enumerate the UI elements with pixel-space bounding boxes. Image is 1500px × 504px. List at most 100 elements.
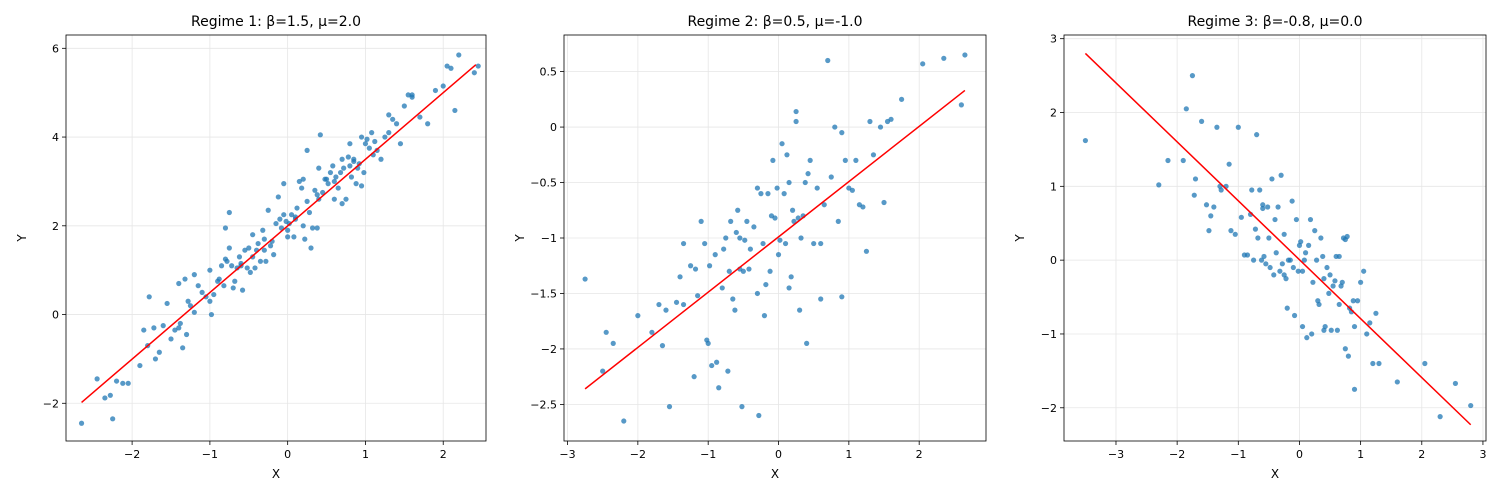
data-point [1328,327,1334,333]
data-point [218,263,225,269]
y-tick-label: 3 [1050,33,1057,46]
data-point [1156,182,1162,188]
data-point [725,368,731,374]
x-tick-label: −1 [202,448,218,461]
data-point [1326,290,1332,296]
data-point [314,225,320,231]
scatter-points [582,52,968,424]
data-point [663,307,669,313]
data-point [1327,272,1333,278]
data-point [316,165,322,171]
data-point [146,294,152,300]
data-point [695,293,701,299]
data-point [1192,176,1199,182]
y-tick-label: −1.5 [530,287,557,300]
data-point [702,240,708,247]
data-point [756,412,762,419]
data-point [452,107,458,114]
axes-frame [65,34,487,442]
data-point [325,181,331,187]
chart-title: Regime 2: β=0.5, μ=-1.0 [687,14,862,30]
data-point [888,116,894,122]
y-tick-label: 1 [1050,180,1057,193]
data-point [230,285,236,291]
data-point [1275,204,1281,210]
x-tick-label: 1 [1357,448,1364,461]
data-point [337,169,344,176]
data-point [737,235,743,241]
chart-panel-2: −3 −2 −1 0 1 2 −2.5 −2 −1.5 −1 −0.5 0 0.5 Regime 2: β… [513,14,987,481]
data-point [744,218,750,224]
data-point [285,234,291,240]
data-point [229,263,235,269]
data-point [899,96,905,102]
data-point [666,404,673,410]
data-point [1302,250,1309,256]
data-point [698,218,704,224]
data-point [742,237,748,243]
data-point [849,187,855,193]
axes-frame [1063,34,1487,442]
data-point [775,252,782,258]
data-point [221,283,227,289]
grid [66,35,486,441]
data-point [327,169,334,176]
data-point [962,52,968,58]
data-point [1336,253,1342,260]
data-point [1287,257,1293,263]
data-point [860,204,866,210]
data-point [1180,157,1186,164]
data-point [107,392,113,398]
data-point [582,276,588,282]
data-point [369,130,375,136]
y-tick-label: −2 [1041,402,1057,415]
data-point [739,404,745,410]
data-point [160,323,166,329]
data-point [94,376,100,382]
data-point [151,325,157,331]
data-point [1339,279,1345,285]
data-point [1257,187,1263,193]
data-point [1266,235,1272,241]
data-point [267,243,274,249]
data-point [393,121,400,127]
data-point [1299,323,1306,330]
x-tick-label: 2 [916,448,923,461]
data-point [226,245,232,251]
data-point [471,70,477,76]
data-point [281,181,287,187]
data-point [804,340,810,346]
data-point [1267,264,1273,271]
data-point [1367,320,1373,326]
data-point [659,343,666,349]
data-point [1358,279,1364,285]
x-tick-label: 2 [1418,448,1425,461]
data-point [172,327,178,333]
data-point [312,187,318,193]
data-point [300,223,306,229]
data-point [285,227,291,233]
data-point [1318,235,1324,241]
data-point [621,418,627,424]
data-point [1273,250,1279,256]
data-point [1373,310,1379,316]
x-tick-label: 2 [440,448,447,461]
data-point [409,92,415,98]
data-point [863,248,870,254]
data-point [705,340,711,346]
x-tick-label: −3 [559,448,575,461]
data-point [152,356,159,362]
scatter-points [1082,73,1474,420]
data-point [867,118,873,125]
data-point [818,296,824,302]
y-tick-label: −2 [541,343,557,356]
y-axis-label: Y [513,234,527,243]
x-axis-label: X [1271,467,1279,481]
data-point [226,209,232,216]
data-point [706,263,713,269]
data-point [351,156,357,162]
data-point [309,225,316,231]
data-point [397,141,404,147]
